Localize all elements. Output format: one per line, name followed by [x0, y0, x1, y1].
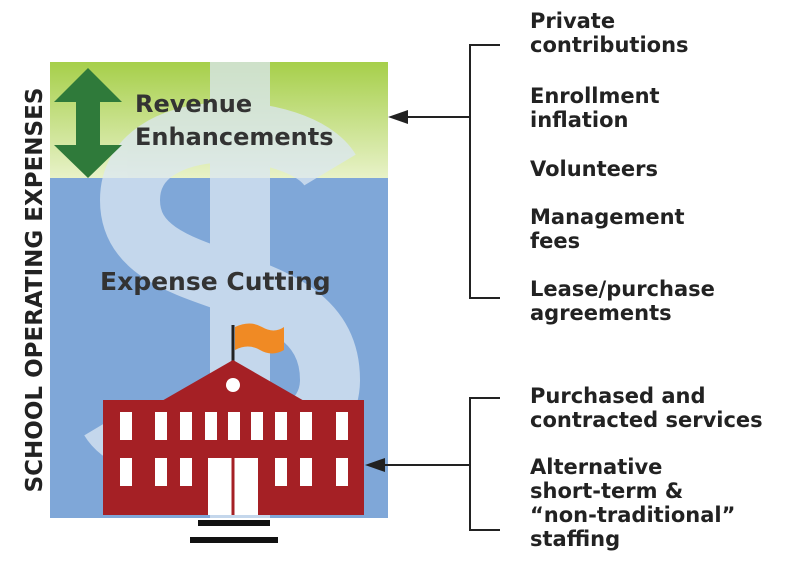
- item-line: contracted services: [530, 408, 763, 432]
- item-line: Alternative: [530, 455, 662, 479]
- bottom-label: Expense Cutting: [100, 267, 331, 296]
- item-line: Purchased and: [530, 384, 706, 408]
- top-label-line: Revenue: [135, 90, 252, 118]
- item-line: short-term &: [530, 479, 683, 503]
- item-line: Lease/purchase: [530, 277, 715, 301]
- item-line: inflation: [530, 108, 629, 132]
- item-line: Volunteers: [530, 157, 658, 181]
- arrow-head: [388, 110, 408, 124]
- item-line: “non-traditional”: [530, 503, 735, 527]
- item-line: staffing: [530, 527, 620, 551]
- item-line: Private: [530, 9, 615, 33]
- item-line: contributions: [530, 33, 689, 57]
- side-label: SCHOOL OPERATING EXPENSES: [22, 88, 48, 493]
- top-label-line: Enhancements: [135, 123, 333, 151]
- item-line: fees: [530, 229, 580, 253]
- item-line: Enrollment: [530, 84, 660, 108]
- item-line: agreements: [530, 301, 672, 325]
- item-line: Management: [530, 205, 685, 229]
- diagram: SCHOOL OPERATING EXPENSES Revenue Enhanc…: [0, 0, 792, 571]
